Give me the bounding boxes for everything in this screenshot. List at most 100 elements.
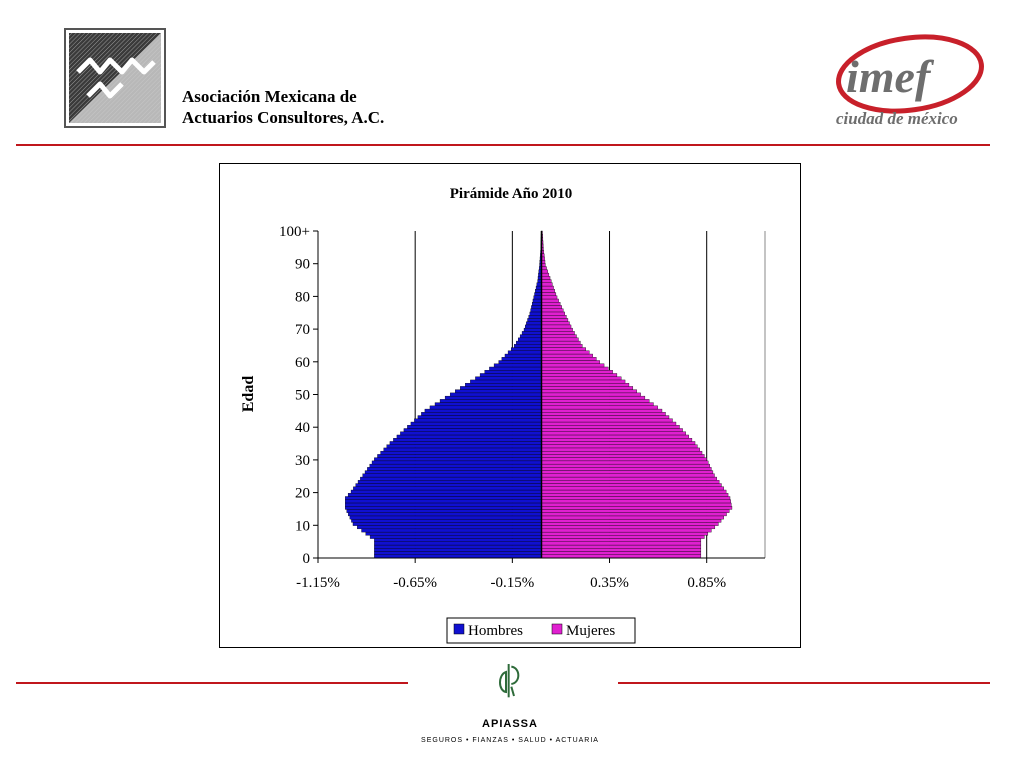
bar-hombres-age-17	[345, 499, 542, 504]
bar-hombres-age-5	[374, 538, 542, 542]
bar-hombres-age-65	[514, 344, 542, 348]
bar-mujeres-age-75	[541, 311, 565, 316]
apiassa-logo	[499, 664, 520, 698]
bar-hombres-age-78	[531, 302, 542, 306]
bar-mujeres-age-21	[541, 486, 724, 491]
bar-mujeres-age-27	[541, 467, 712, 471]
bar-hombres-age-30	[374, 457, 542, 462]
bar-hombres-age-44	[421, 412, 542, 416]
bar-hombres-age-28	[369, 463, 542, 468]
bar-mujeres-age-89	[541, 266, 547, 271]
bar-mujeres-age-5	[541, 538, 702, 542]
bar-mujeres-age-45	[541, 408, 663, 413]
bar-hombres-age-21	[353, 486, 542, 491]
bar-mujeres-age-3	[541, 544, 702, 549]
bar-hombres-age-31	[377, 454, 542, 458]
bar-mujeres-age-37	[541, 434, 689, 439]
bar-mujeres-age-43	[541, 415, 670, 419]
bar-mujeres-age-60	[541, 360, 600, 364]
bar-mujeres-age-22	[541, 483, 722, 487]
bar-hombres-age-63	[507, 350, 542, 355]
org-name-line2: Actuarios Consultores, A.C.	[182, 108, 385, 127]
bar-mujeres-age-84	[541, 282, 553, 287]
bar-mujeres-age-39	[541, 428, 683, 432]
bar-hombres-age-62	[504, 353, 542, 358]
bar-hombres-age-1	[374, 551, 542, 555]
bar-hombres-age-7	[365, 531, 542, 536]
bar-hombres-age-83	[535, 285, 542, 290]
bar-mujeres-age-56	[541, 373, 618, 377]
bar-hombres-age-58	[489, 366, 542, 371]
bar-mujeres-age-88	[541, 269, 548, 274]
legend-swatch-mujeres	[551, 623, 563, 635]
bar-mujeres-age-23	[541, 480, 720, 484]
bar-hombres-age-57	[484, 370, 542, 374]
bar-hombres-age-42	[414, 418, 542, 423]
bar-hombres-age-51	[455, 389, 542, 394]
bar-hombres-age-3	[374, 544, 542, 549]
y-axis-label: Edad	[240, 376, 257, 413]
bar-hombres-age-34	[386, 444, 542, 449]
footer-divider-right	[618, 682, 990, 684]
bar-mujeres-age-41	[541, 421, 677, 426]
bar-hombres-age-26	[364, 470, 542, 474]
bar-hombres-age-52	[460, 386, 542, 390]
x-tick-label-0: -1.15%	[296, 575, 340, 591]
bar-hombres-age-41	[410, 421, 542, 426]
bar-hombres-age-77	[531, 305, 542, 309]
bar-mujeres-age-25	[541, 473, 715, 478]
bar-hombres-age-82	[535, 289, 542, 293]
x-tick-label-1: -0.65%	[393, 575, 437, 591]
bar-hombres-age-75	[529, 311, 542, 316]
apiassa-tagline: SEGUROS • FIANZAS • SALUD • ACTUARIA	[421, 737, 599, 744]
bar-hombres-age-40	[407, 425, 542, 429]
bar-mujeres-age-11	[541, 518, 722, 523]
bar-mujeres-age-1	[541, 551, 702, 555]
header-divider	[16, 144, 990, 146]
bar-mujeres-age-71	[541, 324, 572, 329]
bar-hombres-age-69	[521, 331, 542, 335]
bar-mujeres-age-32	[541, 450, 703, 455]
y-tick-label-7: 70	[295, 322, 310, 338]
bar-mujeres-age-62	[541, 353, 593, 358]
bar-mujeres-age-59	[541, 363, 605, 368]
imef-logo-subtitle: ciudad de méxico	[836, 109, 958, 128]
bar-mujeres-age-57	[541, 370, 613, 374]
imef-logo-text: imef	[846, 51, 935, 102]
bar-mujeres-age-85	[541, 279, 552, 283]
bar-mujeres-age-31	[541, 454, 705, 458]
bar-hombres-age-18	[345, 496, 542, 500]
bar-mujeres-age-6	[541, 535, 705, 539]
bar-hombres-age-53	[465, 382, 542, 387]
bar-mujeres-age-46	[541, 405, 658, 410]
bar-hombres-age-70	[523, 327, 542, 332]
bar-hombres-age-14	[346, 509, 542, 513]
bar-mujeres-age-47	[541, 402, 654, 407]
bar-mujeres-age-69	[541, 331, 575, 335]
population-pyramid-chart: Pirámide Año 2010 Edad 0 10 20 30 40 50 60 70 80…	[240, 186, 766, 644]
apiassa-name: APIASSA	[482, 718, 538, 730]
bar-mujeres-age-2	[541, 548, 702, 552]
bar-mujeres-age-86	[541, 276, 551, 280]
y-tick-label-1: 10	[295, 518, 310, 534]
bar-hombres-age-29	[371, 460, 542, 465]
bar-mujeres-age-26	[541, 470, 714, 474]
bar-mujeres-age-35	[541, 441, 696, 445]
bar-hombres-age-4	[374, 541, 542, 546]
bar-hombres-age-73	[527, 318, 542, 322]
y-tick-label-5: 50	[295, 388, 310, 404]
bar-mujeres-age-65	[541, 344, 583, 348]
bar-hombres-age-71	[524, 324, 542, 329]
x-tick-label-2: -0.15%	[490, 575, 534, 591]
bar-hombres-age-15	[345, 506, 542, 510]
bar-mujeres-age-15	[541, 506, 733, 510]
bar-hombres-age-9	[357, 525, 542, 530]
bar-hombres-age-22	[355, 483, 542, 487]
bar-mujeres-age-77	[541, 305, 562, 309]
y-tick-label-6: 60	[295, 355, 310, 371]
bar-mujeres-age-34	[541, 444, 698, 449]
bar-hombres-age-76	[530, 308, 542, 313]
bar-mujeres-age-16	[541, 502, 732, 507]
bar-hombres-age-20	[350, 489, 542, 494]
bar-mujeres-age-28	[541, 463, 710, 468]
